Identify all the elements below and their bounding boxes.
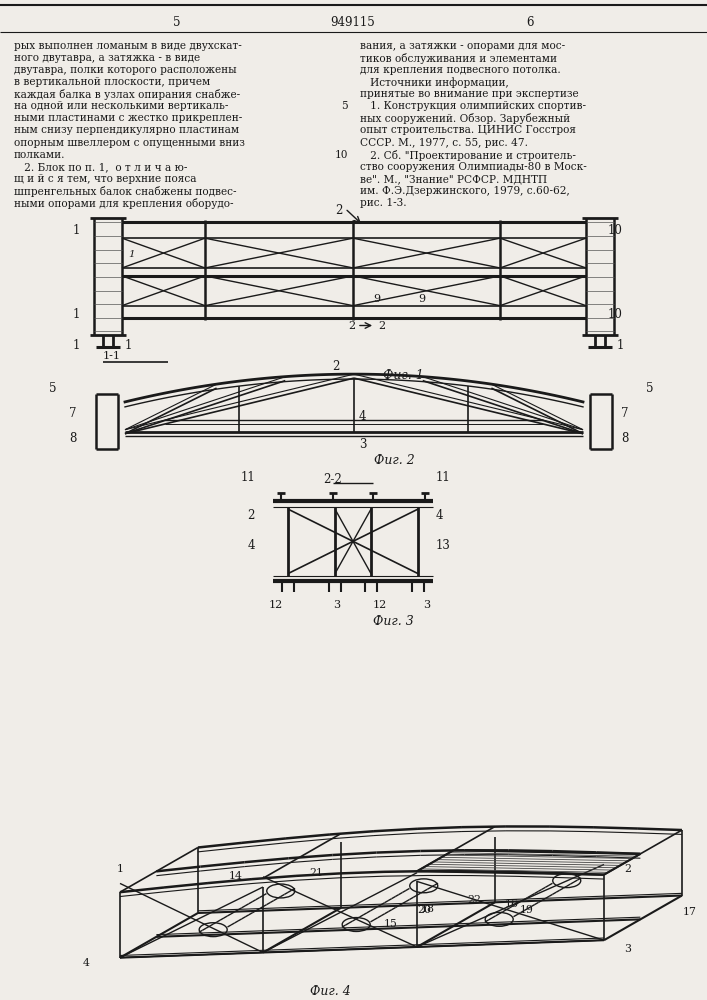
Text: 2: 2	[348, 321, 355, 331]
Text: 1. Конструкция олимпийских спортив-: 1. Конструкция олимпийских спортив-	[360, 101, 586, 111]
Text: 21: 21	[310, 868, 323, 878]
Text: ным снизу перпендикулярно пластинам: ным снизу перпендикулярно пластинам	[14, 125, 239, 135]
Text: рис. 1-3.: рис. 1-3.	[360, 198, 407, 208]
Text: 10: 10	[334, 150, 348, 160]
Text: Фиг. 4: Фиг. 4	[310, 985, 351, 998]
Text: 2-2: 2-2	[324, 473, 342, 486]
Text: ными пластинами с жестко прикреплен-: ными пластинами с жестко прикреплен-	[14, 113, 243, 123]
Text: вания, а затяжки - опорами для мос-: вания, а затяжки - опорами для мос-	[360, 41, 565, 51]
Text: 2: 2	[332, 360, 339, 373]
Text: 17: 17	[682, 907, 696, 917]
Text: шпренгельных балок снабжены подвес-: шпренгельных балок снабжены подвес-	[14, 186, 237, 197]
Text: 7: 7	[621, 407, 629, 420]
Text: 14: 14	[229, 871, 243, 881]
Text: 5: 5	[341, 101, 348, 111]
Text: 5: 5	[646, 382, 653, 395]
Text: 3: 3	[423, 600, 430, 610]
Text: 1: 1	[617, 339, 624, 352]
Text: 2: 2	[335, 204, 343, 217]
Text: ство сооружения Олимпиады-80 в Моск-: ство сооружения Олимпиады-80 в Моск-	[360, 162, 587, 172]
Text: 3: 3	[624, 944, 631, 954]
Text: 12: 12	[269, 600, 283, 610]
Text: 2. Сб. "Проектирование и строитель-: 2. Сб. "Проектирование и строитель-	[360, 150, 576, 161]
Text: 10: 10	[608, 224, 623, 237]
Text: 1: 1	[73, 224, 80, 237]
Text: 2. Блок по п. 1,  о т л и ч а ю-: 2. Блок по п. 1, о т л и ч а ю-	[14, 162, 187, 172]
Text: 9: 9	[418, 294, 425, 304]
Text: 13: 13	[436, 539, 451, 552]
Text: 2: 2	[624, 864, 631, 874]
Text: 12: 12	[373, 600, 387, 610]
Text: ных сооружений. Обзор. Зарубежный: ных сооружений. Обзор. Зарубежный	[360, 113, 570, 124]
Text: Фиг. 3: Фиг. 3	[373, 615, 414, 628]
Text: ве". М., "Знание" РСФСР. МДНТП: ве". М., "Знание" РСФСР. МДНТП	[360, 174, 547, 184]
Text: 5: 5	[173, 16, 181, 29]
Text: 10: 10	[608, 308, 623, 321]
Text: 4: 4	[436, 509, 443, 522]
Text: двутавра, полки которого расположены: двутавра, полки которого расположены	[14, 65, 237, 75]
Text: полками.: полками.	[14, 150, 66, 160]
Text: 2: 2	[247, 509, 255, 522]
Text: 1: 1	[128, 250, 134, 259]
Text: ными опорами для крепления оборудо-: ными опорами для крепления оборудо-	[14, 198, 233, 209]
Text: 4: 4	[83, 958, 90, 968]
Text: 15: 15	[384, 919, 398, 929]
Text: 11: 11	[240, 471, 255, 484]
Text: 1: 1	[125, 339, 132, 352]
Text: опыт строительства. ЦИНИС Госстроя: опыт строительства. ЦИНИС Госстроя	[360, 125, 576, 135]
Text: 1: 1	[73, 308, 80, 321]
Text: щ и й с я тем, что верхние пояса: щ и й с я тем, что верхние пояса	[14, 174, 197, 184]
Text: тиков обслуживания и элементами: тиков обслуживания и элементами	[360, 53, 557, 64]
Text: 3: 3	[359, 438, 366, 451]
Text: Источники информации,: Источники информации,	[360, 77, 509, 88]
Text: 5: 5	[49, 382, 57, 395]
Text: каждая балка в узлах опирания снабже-: каждая балка в узлах опирания снабже-	[14, 89, 240, 100]
Text: 8: 8	[69, 432, 77, 445]
Text: рых выполнен ломаным в виде двухскат-: рых выполнен ломаным в виде двухскат-	[14, 41, 242, 51]
Text: 20: 20	[417, 905, 431, 915]
Text: 1-1: 1-1	[103, 351, 121, 361]
Text: 11: 11	[436, 471, 451, 484]
Text: им. Ф.Э.Дзержинского, 1979, с.60-62,: им. Ф.Э.Дзержинского, 1979, с.60-62,	[360, 186, 570, 196]
Text: 1: 1	[117, 864, 124, 874]
Text: 2: 2	[378, 321, 385, 331]
Text: 9: 9	[373, 294, 380, 304]
Text: 19: 19	[520, 905, 533, 915]
Text: 949115: 949115	[331, 16, 375, 29]
Text: 7: 7	[69, 407, 77, 420]
Text: на одной или несколькими вертикаль-: на одной или несколькими вертикаль-	[14, 101, 228, 111]
Text: опорным швеллером с опущенными вниз: опорным швеллером с опущенными вниз	[14, 138, 245, 148]
Text: 22: 22	[467, 895, 481, 905]
Text: 3: 3	[333, 600, 340, 610]
Text: ного двутавра, а затяжка - в виде: ного двутавра, а затяжка - в виде	[14, 53, 200, 63]
Text: Фиг. 1: Фиг. 1	[383, 369, 423, 382]
Text: для крепления подвесного потолка.: для крепления подвесного потолка.	[360, 65, 561, 75]
Text: 8: 8	[621, 432, 629, 445]
Text: 4: 4	[247, 539, 255, 552]
Text: 4: 4	[359, 410, 366, 423]
Text: СССР. М., 1977, с. 55, рис. 47.: СССР. М., 1977, с. 55, рис. 47.	[360, 138, 528, 148]
Text: 16: 16	[505, 899, 519, 909]
Text: 18: 18	[421, 904, 435, 914]
Text: 6: 6	[526, 16, 534, 29]
Text: 1: 1	[73, 339, 80, 352]
Text: Фиг. 2: Фиг. 2	[374, 454, 415, 467]
Text: принятые во внимание при экспертизе: принятые во внимание при экспертизе	[360, 89, 578, 99]
Text: в вертикальной плоскости, причем: в вертикальной плоскости, причем	[14, 77, 210, 87]
